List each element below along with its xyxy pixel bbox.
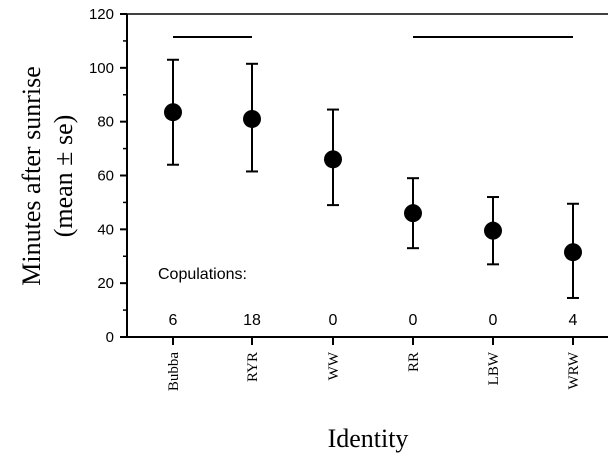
x-tick-label: RR bbox=[406, 352, 422, 372]
copulations-label: Copulations: bbox=[158, 266, 247, 283]
y-tick-label: 40 bbox=[97, 221, 114, 238]
x-tick-label: LBW bbox=[486, 351, 502, 385]
y-tick-label: 100 bbox=[89, 60, 114, 77]
y-tick-label: 0 bbox=[106, 329, 114, 346]
copulation-count: 6 bbox=[169, 312, 178, 329]
copulation-counts: 6 18 0 0 0 4 bbox=[169, 312, 578, 329]
x-tick-label: Bubba bbox=[166, 352, 182, 392]
x-tick-label: WW bbox=[326, 351, 342, 380]
copulation-count: 0 bbox=[489, 312, 498, 329]
mean-point bbox=[564, 243, 582, 262]
y-tick-label: 60 bbox=[97, 168, 114, 185]
y-tick-label: 20 bbox=[97, 275, 114, 292]
x-axis-ticks: Bubba RYR WW RR LBW WRW bbox=[166, 337, 582, 391]
mean-point bbox=[164, 103, 182, 122]
y-axis-ticks: 0 20 40 60 80 100 120 bbox=[89, 6, 127, 346]
copulation-count: 0 bbox=[329, 312, 338, 329]
y-tick-label: 120 bbox=[89, 6, 114, 23]
mean-point bbox=[484, 221, 502, 240]
copulation-count: 18 bbox=[243, 312, 261, 329]
copulation-count: 4 bbox=[569, 312, 578, 329]
x-axis-title: Identity bbox=[328, 424, 409, 453]
error-bars bbox=[167, 58, 579, 299]
x-tick-label: RYR bbox=[245, 352, 261, 382]
mean-point bbox=[404, 204, 422, 223]
y-tick-label: 80 bbox=[97, 114, 114, 131]
copulation-count: 0 bbox=[409, 312, 418, 329]
mean-point bbox=[324, 150, 342, 169]
x-tick-label: WRW bbox=[566, 351, 582, 389]
mean-points bbox=[164, 103, 582, 262]
y-axis-title-line2: (mean ± se) bbox=[49, 115, 78, 238]
y-axis-title-line1: Minutes after sunrise bbox=[17, 66, 46, 286]
mean-point bbox=[243, 109, 261, 128]
